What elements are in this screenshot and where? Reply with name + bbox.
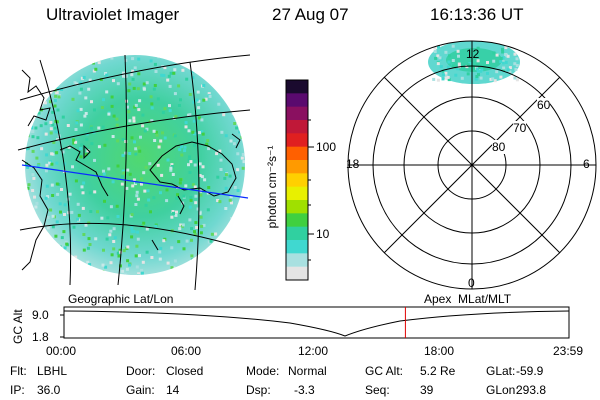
geographic-label: Geographic Lat/Lon [68,292,174,306]
info-label: Flt: [10,364,27,378]
info-label: Door: [126,364,156,378]
mlat-label-60: 60 [537,98,551,112]
lat-lon-grid [17,54,251,291]
colorbar-segment [286,93,308,108]
colorbar-segment [286,213,308,228]
ytick-9: 9.0 [32,308,49,322]
info-value: LBHL [37,364,68,378]
colorbar-segment [286,80,308,94]
coastlines [21,69,241,271]
info-value: 39 [420,383,434,397]
emission-speckle [25,55,245,275]
colorbar-segment [286,146,308,161]
mlat-label-80: 80 [492,140,506,154]
apex-label: Apex MLat/MLT [424,292,512,306]
colorbar-segment [286,240,308,254]
mlt-label-6: 6 [583,157,590,171]
colorbar-segment [286,186,308,201]
instrument-title: Ultraviolet Imager [46,5,180,24]
info-value: -59.9 [516,364,544,378]
xtick-1800: 18:00 [424,344,455,358]
info-label: Mode: [246,364,280,378]
xtick-0600: 06:00 [171,344,202,358]
colorbar-segment [286,120,308,134]
colorbar-unit: photon cm⁻²s⁻¹ [265,145,279,229]
info-value: 14 [166,383,180,397]
orbit-track [21,164,249,199]
info-label: Dsp: [246,383,271,397]
info-value: Closed [166,364,204,378]
info-label: GLon: [486,383,519,397]
xtick-0000: 00:00 [46,344,77,358]
colorbar-segment [286,106,308,121]
info-value: 36.0 [37,383,61,397]
colorbar-segment [286,160,308,174]
xtick-1200: 12:00 [298,344,329,358]
colorbar-segment [286,200,308,214]
info-value: Normal [288,364,327,378]
colorbar-segment [286,266,308,281]
xtick-2359: 23:59 [553,344,584,358]
info-label: Seq: [365,383,390,397]
colorbar-tick-10: 10 [316,227,330,241]
mlt-label-18: 18 [346,157,360,171]
info-value: -3.3 [294,383,315,397]
colorbar-segment [286,226,308,241]
mlat-label-70: 70 [513,121,527,135]
colorbar-segment [286,173,308,188]
timeline-ylabel: GC Alt [11,309,25,344]
mlt-label-0: 0 [468,276,475,290]
info-label: GLat: [486,364,516,378]
colorbar-segment [286,133,308,148]
info-label: Gain: [126,383,155,397]
colorbar-segment [286,253,308,268]
mlt-label-12: 12 [466,47,480,61]
info-value: 293.8 [516,383,547,397]
info-label: IP: [10,383,25,397]
colorbar-tick-100: 100 [316,140,337,154]
observation-time: 16:13:36 UT [430,5,524,24]
info-label: GC Alt: [365,364,404,378]
altitude-curve [63,310,570,337]
info-value: 5.2 Re [420,364,456,378]
observation-date: 27 Aug 07 [272,5,349,24]
ytick-1-8: 1.8 [32,330,49,344]
